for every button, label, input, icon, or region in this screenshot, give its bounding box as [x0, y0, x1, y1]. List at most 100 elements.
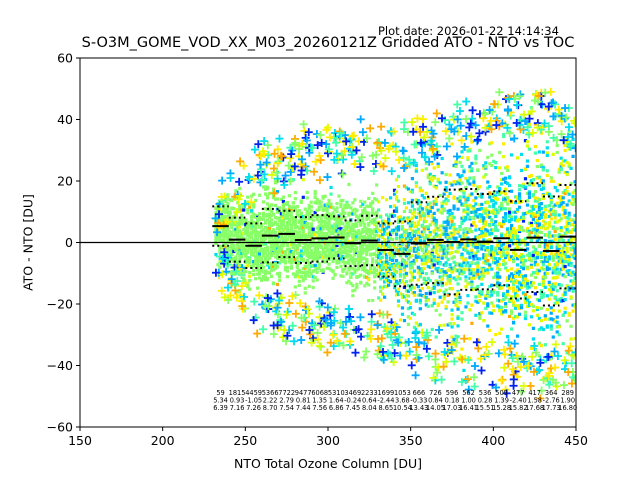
scatter-cell: [430, 304, 434, 308]
scatter-cell: [303, 233, 307, 237]
scatter-cell: [531, 255, 536, 259]
scatter-cell: [319, 227, 323, 231]
scatter-cell: [545, 233, 549, 237]
scatter-cell: [424, 258, 428, 263]
scatter-cell: [349, 271, 353, 275]
scatter-cell: [448, 279, 452, 283]
scatter-cell: [265, 186, 270, 191]
scatter-cell: [412, 259, 416, 263]
scatter-cell: [337, 231, 341, 235]
scatter-cell: [394, 197, 399, 201]
scatter-cell: [388, 205, 393, 209]
scatter-cell: [224, 232, 228, 236]
scatter-cell: [404, 237, 409, 241]
scatter-point: [417, 148, 426, 157]
scatter-cell: [460, 164, 464, 168]
scatter-cell: [543, 256, 547, 260]
scatter-cell: [301, 178, 305, 182]
scatter-cell: [283, 208, 288, 212]
scatter-cell: [482, 241, 486, 245]
scatter-cell: [277, 229, 282, 234]
scatter-cell: [351, 256, 355, 260]
scatter-cell: [222, 228, 226, 232]
scatter-cell: [464, 185, 468, 190]
scatter-cell: [561, 246, 565, 250]
scatter-cell: [492, 205, 496, 209]
scatter-cell: [517, 184, 522, 188]
scatter-cell: [275, 243, 280, 247]
scatter-cell: [386, 261, 391, 266]
scatter-cell: [472, 207, 476, 211]
scatter-cell: [541, 196, 545, 200]
scatter-cell: [527, 191, 532, 196]
scatter-cell: [242, 208, 246, 212]
scatter-cell: [327, 221, 331, 226]
scatter-cell: [535, 218, 539, 222]
scatter-cell: [293, 272, 297, 277]
scatter-cell: [258, 252, 262, 256]
scatter-cell: [460, 221, 464, 226]
scatter-cell: [263, 251, 268, 255]
scatter-cell: [331, 259, 335, 264]
scatter-cell: [293, 274, 297, 278]
scatter-cell: [400, 227, 405, 231]
scatter-cell: [250, 223, 254, 228]
scatter-cell: [381, 224, 385, 228]
scatter-point: [344, 304, 353, 313]
scatter-cell: [553, 220, 557, 224]
scatter-cell: [436, 282, 440, 287]
scatter-cell: [273, 246, 278, 250]
scatter-cell: [333, 245, 337, 249]
scatter-cell: [327, 226, 331, 230]
scatter-cell: [222, 217, 226, 221]
scatter-cell: [327, 266, 331, 271]
scatter-cell: [509, 277, 514, 281]
scatter-cell: [565, 190, 569, 194]
scatter-cell: [248, 232, 252, 236]
scatter-cell: [543, 317, 547, 321]
scatter-cell: [379, 277, 383, 281]
scatter-cell: [305, 209, 309, 213]
scatter-cell: [490, 289, 494, 294]
scatter-cell: [371, 237, 375, 241]
scatter-cell: [438, 280, 442, 284]
scatter-point: [443, 338, 452, 347]
scatter-cell: [541, 219, 545, 223]
scatter-cell: [424, 205, 428, 209]
scatter-cell: [513, 292, 518, 296]
scatter-cell: [327, 219, 331, 224]
scatter-cell: [315, 230, 319, 234]
scatter-cell: [478, 257, 482, 261]
scatter-cell: [317, 214, 321, 218]
scatter-cell: [410, 278, 414, 282]
scatter-cell: [355, 208, 359, 213]
scatter-cell: [466, 267, 470, 271]
scatter-cell: [295, 265, 299, 270]
scatter-cell: [428, 290, 432, 294]
scatter-cell: [506, 334, 510, 339]
scatter-cell: [525, 298, 530, 302]
scatter-cell: [258, 272, 262, 276]
scatter-cell: [349, 226, 353, 231]
scatter-cell: [561, 263, 565, 267]
scatter-cell: [563, 211, 567, 215]
scatter-point: [240, 292, 249, 301]
scatter-cell: [478, 316, 482, 320]
scatter-cell: [335, 229, 339, 233]
scatter-point: [367, 310, 376, 319]
scatter-cell: [420, 233, 424, 237]
scatter-cell: [287, 229, 291, 234]
scatter-cell: [531, 212, 536, 216]
scatter-cell: [496, 239, 500, 243]
scatter-cell: [293, 205, 297, 210]
scatter-cell: [246, 256, 250, 260]
scatter-cell: [273, 230, 278, 234]
scatter-cell: [408, 234, 413, 239]
scatter-cell: [384, 265, 389, 269]
scatter-cell: [303, 291, 307, 295]
scatter-cell: [565, 351, 569, 355]
scatter-cell: [258, 249, 262, 253]
scatter-cell: [353, 288, 357, 292]
scatter-point: [322, 140, 331, 149]
scatter-cell: [406, 289, 411, 293]
